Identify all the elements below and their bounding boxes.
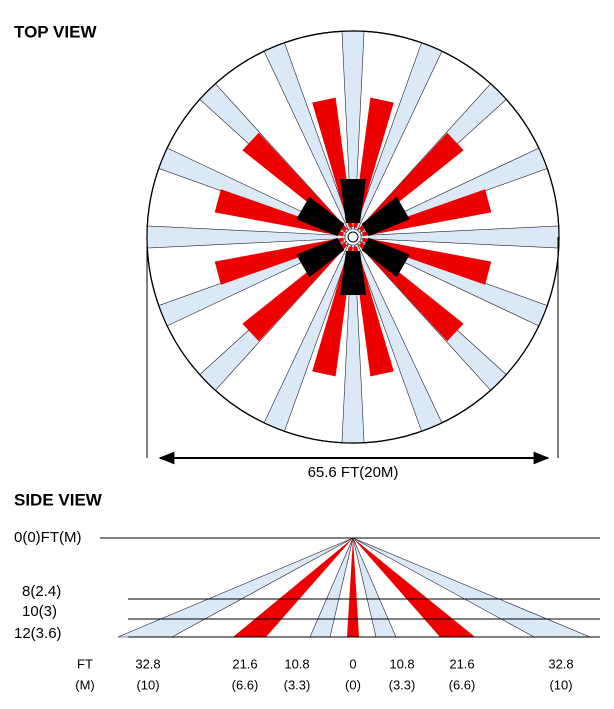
- far-beam: [352, 537, 397, 638]
- distance-ft: 32.8: [548, 656, 573, 671]
- distance-ft: 21.6: [449, 656, 474, 671]
- near-beam: [361, 237, 410, 278]
- distance-m: (3.3): [389, 677, 416, 692]
- dimension-label: 65.6 FT(20M): [308, 464, 399, 481]
- far-beam: [147, 225, 346, 249]
- distance-ft: 0: [349, 656, 356, 671]
- side-beams: [117, 537, 591, 638]
- mid-beam: [233, 538, 353, 637]
- distance-labels: 32.8 (10) 21.6 (6.6) 10.8 (3.3) 0 (0) 10.8 (3.3) 2…: [135, 656, 573, 692]
- near-beam: [340, 179, 366, 223]
- top-beams: [147, 31, 559, 443]
- far-beam: [341, 31, 365, 230]
- distance-ft: 21.6: [232, 656, 257, 671]
- distance-m: (10): [136, 677, 159, 692]
- distance-ft: 10.8: [389, 656, 414, 671]
- level-label: 12(3.6): [14, 625, 62, 642]
- distance-m: (6.6): [232, 677, 259, 692]
- mid-beam: [353, 538, 475, 637]
- top-view-title: TOP VIEW: [14, 22, 97, 41]
- near-beam: [296, 237, 345, 278]
- far-beam: [341, 244, 365, 443]
- side-view-title: SIDE VIEW: [14, 490, 103, 509]
- level-label: 0(0)FT(M): [14, 529, 82, 546]
- near-beam: [296, 196, 345, 237]
- unit-label: (M): [75, 677, 95, 692]
- distance-m: (6.6): [449, 677, 476, 692]
- near-beam: [340, 251, 366, 295]
- distance-m: (10): [549, 677, 572, 692]
- sensor: [347, 231, 359, 243]
- unit-label: FT: [77, 656, 93, 671]
- far-beam: [360, 225, 559, 249]
- distance-ft: 32.8: [135, 656, 160, 671]
- level-label: 8(2.4): [22, 583, 61, 600]
- distance-m: (0): [345, 677, 361, 692]
- far-beam: [309, 537, 354, 638]
- near-beam: [361, 196, 410, 237]
- distance-ft: 10.8: [284, 656, 309, 671]
- level-label: 10(3): [22, 603, 57, 620]
- distance-m: (3.3): [284, 677, 311, 692]
- mid-beam: [347, 538, 359, 637]
